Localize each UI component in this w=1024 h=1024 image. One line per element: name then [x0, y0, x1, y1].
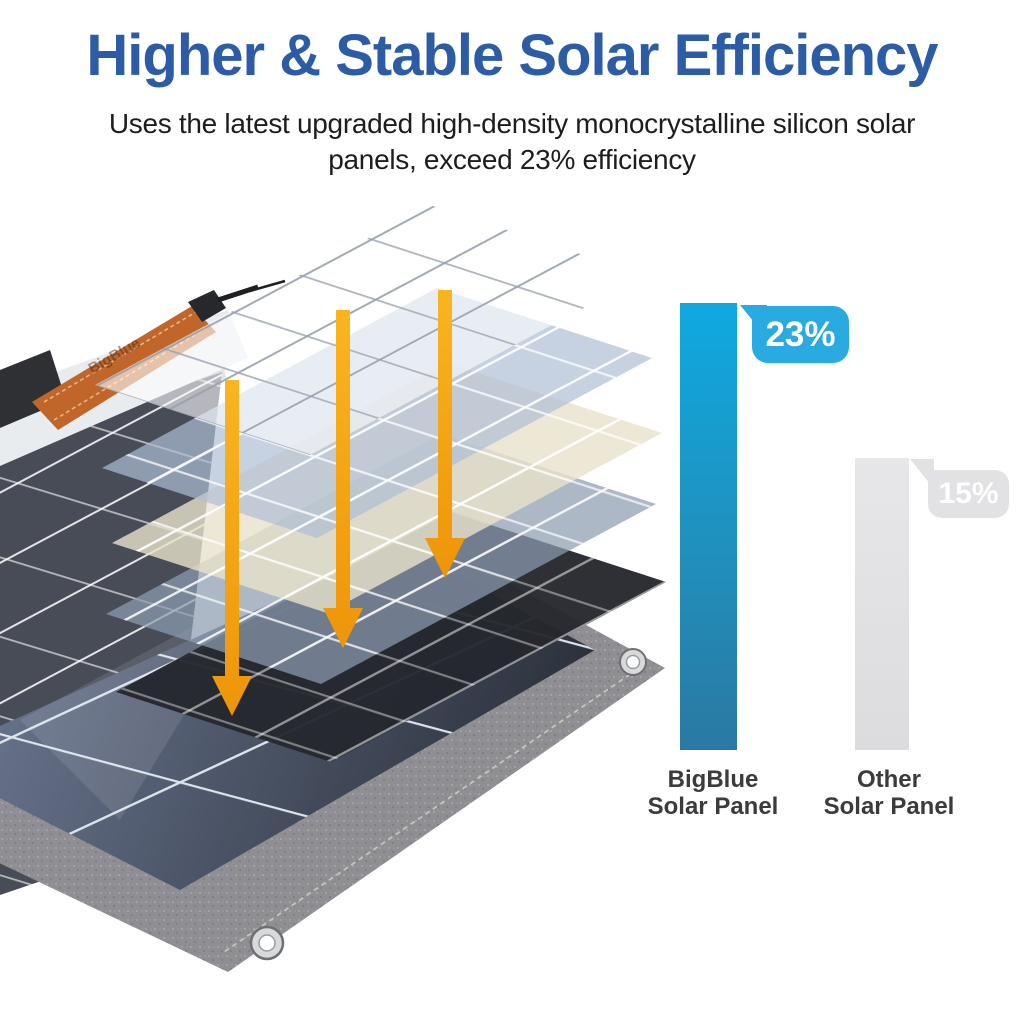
bigblue-bar — [680, 303, 737, 750]
page-title: Higher & Stable Solar Efficiency — [86, 23, 938, 88]
subtitle-line-2: panels, exceed 23% efficiency — [328, 144, 696, 175]
down-arrow-icon — [425, 290, 465, 578]
subtitle-line-1: Uses the latest upgraded high-density mo… — [108, 108, 916, 139]
grommet-icon — [619, 648, 647, 676]
other-callout: 15% — [928, 470, 1009, 518]
bigblue-bar-label: BigBlue Solar Panel — [622, 766, 804, 820]
bigblue-bar-label-line2: Solar Panel — [647, 793, 779, 820]
other-bar-label-line1: Other — [856, 766, 921, 793]
down-arrow-icon — [212, 380, 252, 716]
bigblue-bar-label-line1: BigBlue — [667, 766, 759, 793]
grommet-icon — [249, 925, 285, 961]
other-bar-label-line2: Solar Panel — [823, 793, 955, 820]
down-arrow-icon — [323, 310, 363, 648]
bigblue-callout: 23% — [752, 306, 849, 363]
strap-leather — [32, 306, 216, 430]
other-bar — [855, 458, 909, 750]
down-arrows — [212, 290, 465, 716]
other-bar-label: Other Solar Panel — [798, 766, 980, 820]
